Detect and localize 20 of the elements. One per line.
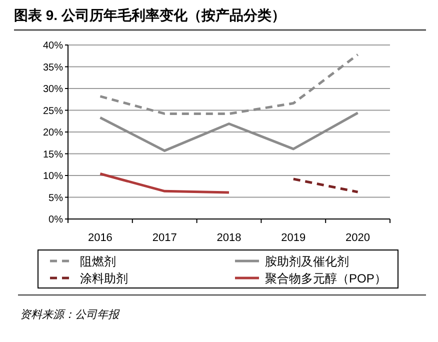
x-tick-label: 2019 — [281, 232, 306, 244]
y-tick-label: 25% — [42, 106, 64, 117]
legend-label: 涂料助剂 — [80, 272, 128, 286]
text: 资料来源：公司年报 — [20, 308, 120, 321]
y-tick-label: 5% — [48, 192, 64, 204]
x-tick-label: 2016 — [88, 232, 112, 244]
x-tick-label: 2017 — [152, 232, 177, 244]
y-tick-label: 35% — [42, 62, 64, 74]
y-tick-label: 10% — [42, 171, 64, 182]
y-tick-label: 30% — [42, 84, 64, 95]
x-tick-label: 2020 — [346, 232, 370, 244]
title: 图表 9. 公司历年毛利率变化（按产品分类） — [14, 7, 286, 23]
y-tick-label: 0% — [48, 214, 64, 226]
legend-label: 阻燃剂 — [80, 254, 116, 268]
legend-label: 胺助剂及催化剂 — [265, 254, 349, 268]
y-tick-label: 15% — [42, 149, 64, 160]
y-tick-label: 20% — [42, 128, 64, 138]
legend-label: 聚合物多元醇（POP） — [265, 272, 386, 286]
x-tick-label: 2018 — [216, 232, 242, 244]
y-tick-label: 40% — [42, 40, 64, 52]
